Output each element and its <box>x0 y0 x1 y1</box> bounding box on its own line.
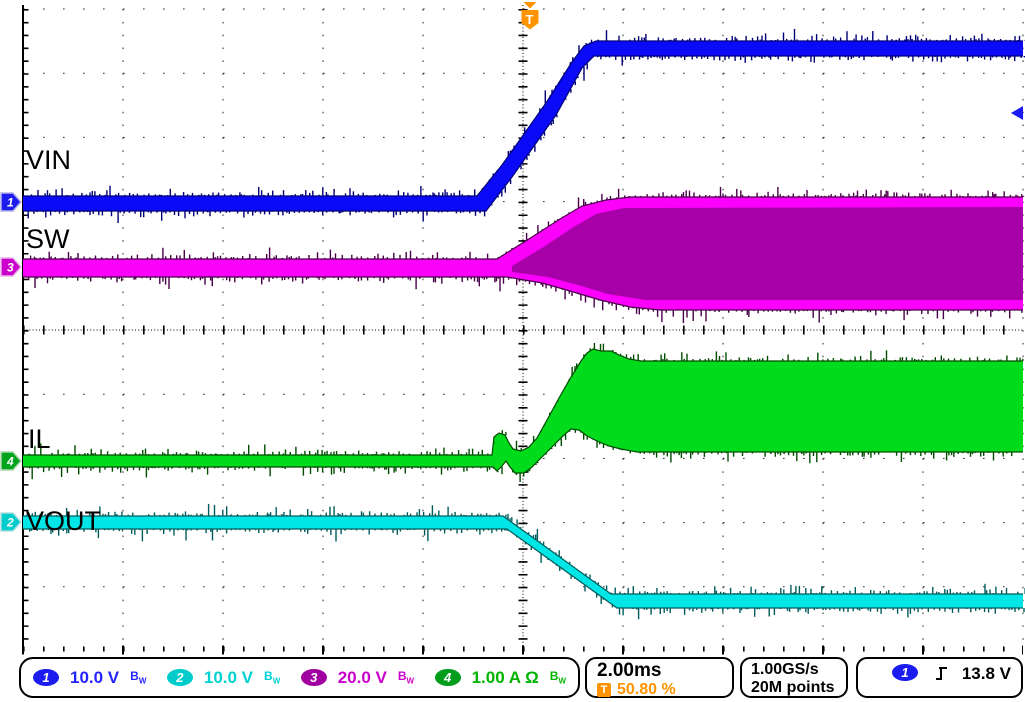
trigger-position-value: 50.80 % <box>617 681 676 698</box>
ch3-scale: 20.0 V <box>337 667 387 687</box>
timebase-value: 2.00ms <box>597 660 662 681</box>
ch1-bandwidth-limit-icon: BW <box>130 669 147 686</box>
vin-trace <box>23 28 1025 223</box>
trace-noise <box>28 277 1023 324</box>
svg-text:4: 4 <box>6 455 14 469</box>
svg-text:2: 2 <box>6 516 14 530</box>
ch3-label: SW <box>26 224 70 254</box>
sample-rate-value: 1.00GS/s <box>751 661 819 678</box>
ch2-label: VOUT <box>26 506 102 536</box>
acquisition-box[interactable]: 1.00GS/s 20M points <box>740 657 848 698</box>
graticule-grid <box>22 5 1024 655</box>
ch2-badge: 2 <box>166 669 193 686</box>
ch4-band <box>23 349 1023 473</box>
il-trace <box>23 343 1024 482</box>
ch3-badge: 3 <box>300 669 327 686</box>
svg-text:3: 3 <box>7 261 14 275</box>
svg-text:1: 1 <box>7 196 14 210</box>
rising-edge-icon <box>936 667 947 680</box>
record-length-value: 20M points <box>751 679 835 696</box>
ch3-bandwidth-limit-icon: BW <box>397 669 415 686</box>
ch4-bandwidth-limit-icon: BW <box>549 669 566 686</box>
trace-noise <box>26 503 1025 594</box>
sw-trace <box>23 186 1025 324</box>
channel-marker-2[interactable]: 2 <box>0 512 23 532</box>
ch1-badge: 1 <box>33 669 59 686</box>
trace-noise <box>27 56 1025 223</box>
ch3-readout[interactable]: 3 20.0 V BW <box>300 667 415 688</box>
ch4-readout[interactable]: 4 1.00 A Ω BW <box>434 667 566 688</box>
timebase-box[interactable]: 2.00ms T 50.80 % <box>585 657 734 698</box>
trace-noise <box>28 343 1024 455</box>
ch4-label: IL <box>28 424 51 454</box>
channel-readouts-box[interactable]: 1 10.0 V BW 2 10.0 V BW 3 20.0 V BW 4 1.00 A Ω BW <box>19 657 580 698</box>
ch2-readout[interactable]: 2 10.0 V BW <box>166 667 281 688</box>
trigger-position-icon: T <box>597 683 611 697</box>
ch4-scale: 1.00 A Ω <box>471 667 539 687</box>
channel-marker-1[interactable]: 1 <box>0 192 23 212</box>
trigger-position-marker[interactable]: T <box>521 2 539 30</box>
waveform-display: 1 3 4 2 T <box>0 2 1025 655</box>
trigger-source-badge: 1 <box>892 664 918 681</box>
trace-noise <box>28 429 1013 482</box>
vout-trace <box>23 503 1025 620</box>
ch2-scale: 10.0 V <box>203 667 254 687</box>
ch1-readout[interactable]: 1 10.0 V BW <box>33 668 146 688</box>
ch1-scale: 10.0 V <box>70 667 120 687</box>
ch4-badge: 4 <box>434 669 461 686</box>
ch2-bandwidth-limit-icon: BW <box>264 669 281 686</box>
channel-marker-4[interactable]: 4 <box>0 451 23 471</box>
channel-marker-3[interactable]: 3 <box>0 257 23 277</box>
ch2-band <box>23 516 1023 608</box>
trigger-level-arrow[interactable] <box>1011 106 1023 120</box>
ch3-inner-band <box>512 207 1023 300</box>
trace-noise <box>29 186 1025 259</box>
trigger-box[interactable]: 1 13.8 V <box>856 657 1023 698</box>
svg-text:T: T <box>526 12 534 27</box>
ch1-label: VIN <box>26 145 72 175</box>
trace-noise <box>29 529 1025 620</box>
trace-noise <box>30 28 1025 196</box>
trigger-level-value: 13.8 V <box>961 664 1011 683</box>
